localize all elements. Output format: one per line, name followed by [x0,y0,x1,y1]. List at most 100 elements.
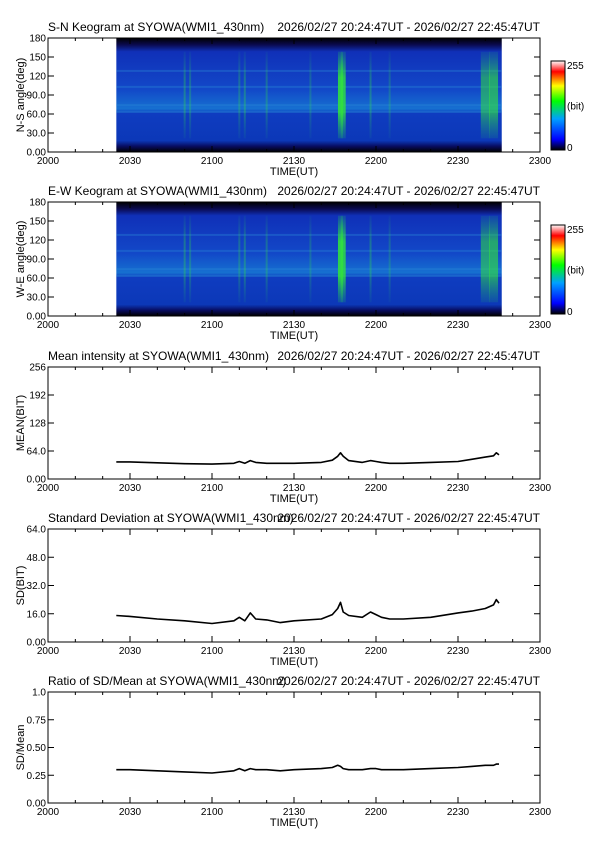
plot-frame [47,691,541,804]
x-tick-label: 2000 [37,156,60,167]
y-tick-label: 30.0 [27,129,47,140]
keogram-bright-column [489,51,499,139]
keogram-bright-column [340,215,346,303]
y-tick-label: 0.00 [27,799,47,810]
y-tick-label: 0.75 [27,715,47,726]
chart-panel-1: S-N Keogram at SYOWA(WMI1_430nm) 2026/02/… [15,20,584,178]
y-tick-label: 0.00 [27,475,47,486]
x-tick-label: 2230 [447,807,470,818]
x-tick-label: 2130 [283,156,306,167]
x-tick-label: 2030 [119,156,142,167]
y-tick-label: 48.0 [27,553,47,564]
x-tick-label: 2100 [201,807,224,818]
x-tick-label: 2230 [447,156,470,167]
y-tick-label: 120 [29,236,46,247]
x-tick-label: 2300 [529,156,552,167]
keogram-bright-column [369,215,372,303]
chart-title: S-N Keogram at SYOWA(WMI1_430nm) [48,20,264,34]
y-tick-label: 30.0 [27,293,47,304]
y-axis-label: W-E angle(deg) [15,221,27,298]
x-tick-label: 2130 [283,807,306,818]
chart-time-range: 2026/02/27 20:24:47UT - 2026/02/27 22:45… [277,511,540,525]
y-tick-label: 256 [29,363,46,374]
chart-panel-2: E-W Keogram at SYOWA(WMI1_430nm) 2026/02/… [15,184,584,342]
chart-time-range: 2026/02/27 20:24:47UT - 2026/02/27 22:45… [277,349,540,363]
keogram-band [116,233,502,236]
x-tick-label: 2030 [119,807,142,818]
keogram-band [116,69,502,72]
chart-time-range: 2026/02/27 20:24:47UT - 2026/02/27 22:45… [277,674,540,688]
keogram-bright-column [309,51,312,139]
y-tick-label: 180 [29,198,46,209]
keogram-bright-column [480,215,490,303]
y-tick-label: 150 [29,53,46,64]
x-tick-label: 2300 [529,320,552,331]
keogram-band [116,249,502,252]
keogram-bright-column [265,51,268,139]
y-tick-label: 64.0 [27,525,47,536]
chart-panel-4: Standard Deviation at SYOWA(WMI1_430nm)2… [15,511,552,668]
y-tick-label: 0.00 [27,638,47,649]
x-tick-label: 2030 [119,320,142,331]
keogram-bright-column [183,51,186,139]
y-axis-label: N-S angle(deg) [15,58,27,133]
y-tick-label: 32.0 [27,581,47,592]
x-tick-label: 2100 [201,646,224,657]
keogram-bright-column [243,215,246,303]
y-axis-label: SD(BIT) [15,566,27,606]
x-axis-label: TIME(UT) [270,817,318,829]
x-tick-label: 2000 [37,646,60,657]
x-tick-label: 2030 [119,646,142,657]
colorbar [550,224,566,315]
chart-time-range: 2026/02/27 20:24:47UT - 2026/02/27 22:45… [277,20,540,34]
x-tick-label: 2000 [37,320,60,331]
keogram-band [116,274,502,277]
y-tick-label: 60.0 [27,110,47,121]
x-tick-label: 2300 [529,483,552,494]
keogram-bright-column [243,51,246,139]
x-tick-label: 2230 [447,320,470,331]
x-axis-label: TIME(UT) [270,330,318,342]
keogram-bright-column [369,51,372,139]
keogram-bright-column [238,51,241,139]
x-tick-label: 2230 [447,646,470,657]
x-tick-label: 2100 [201,483,224,494]
x-tick-label: 2100 [201,320,224,331]
keogram-bright-column [489,215,499,303]
x-tick-label: 2200 [365,807,388,818]
keogram-bright-column [265,215,268,303]
x-tick-label: 2030 [119,483,142,494]
x-tick-label: 2300 [529,807,552,818]
y-tick-label: 192 [29,391,46,402]
x-tick-label: 2200 [365,156,388,167]
colorbar-max-label: 255 [567,225,584,236]
chart-panel-3: Mean intensity at SYOWA(WMI1_430nm) 2026/… [15,349,552,505]
keogram-bright-column [189,215,192,303]
plot-frame [47,528,541,643]
data-line [116,763,499,774]
y-tick-label: 0.00 [27,148,47,159]
x-tick-label: 2200 [365,483,388,494]
y-tick-label: 1.0 [32,688,46,699]
colorbar-min-label: 0 [567,143,573,154]
keogram-bright-column [388,215,391,303]
keogram-bright-column [340,51,346,139]
y-tick-label: 128 [29,419,46,430]
x-axis-label: TIME(UT) [270,493,318,505]
chart-panel-5: Ratio of SD/Mean at SYOWA(WMI1_430nm)202… [15,674,552,829]
y-tick-label: 0.00 [27,312,47,323]
keogram-image [116,202,502,316]
keogram-bright-column [309,215,312,303]
x-tick-label: 2300 [529,646,552,657]
x-tick-label: 2200 [365,320,388,331]
chart-title: Ratio of SD/Mean at SYOWA(WMI1_430nm) [48,674,286,688]
data-line [116,598,500,625]
keogram-bright-column [183,215,186,303]
x-tick-label: 2000 [37,483,60,494]
y-tick-label: 90.0 [27,91,47,102]
keogram-bright-column [238,215,241,303]
keogram-band [116,110,502,113]
x-tick-label: 2130 [283,483,306,494]
keogram-band [116,104,502,107]
